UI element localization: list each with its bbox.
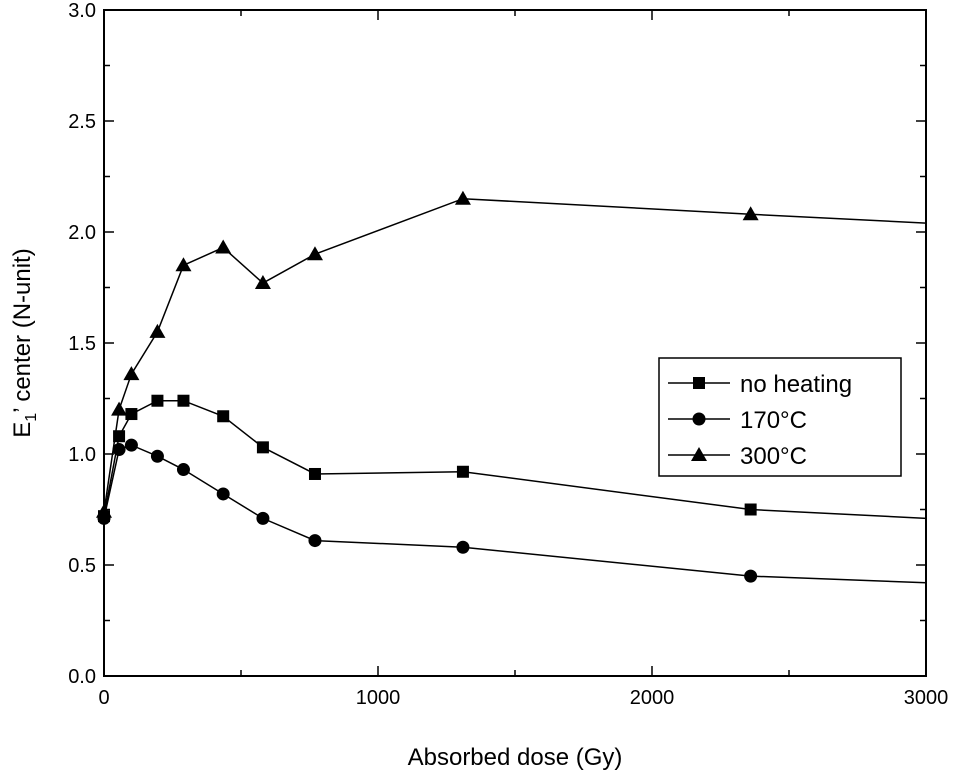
series-3	[96, 190, 927, 518]
legend: no heating 170°C 300°C	[658, 357, 902, 477]
legend-label: 170°C	[740, 407, 807, 434]
legend-item: no heating	[668, 371, 852, 398]
plot-frame	[103, 9, 927, 677]
data-point	[123, 366, 140, 381]
axis-ticks	[103, 9, 927, 677]
data-point	[149, 323, 166, 338]
y-tick-label: 1.5	[68, 333, 96, 355]
data-point	[454, 190, 471, 205]
y-tick-label: 0.5	[68, 555, 96, 577]
y-axis-label-sub: 1	[23, 413, 40, 422]
data-point	[256, 441, 269, 454]
y-axis-label-group: E1’ center (N-unit)	[9, 248, 40, 437]
data-point	[456, 540, 470, 554]
legend-label: no heating	[740, 371, 852, 398]
data-point	[175, 257, 192, 272]
y-axis-label-rest: ’ center (N-unit)	[9, 248, 36, 412]
data-point	[306, 246, 323, 261]
data-point	[217, 410, 230, 423]
data-point	[456, 465, 469, 478]
legend-item: 170°C	[668, 407, 807, 434]
y-tick-label: 1.0	[68, 444, 96, 466]
legend-marker	[692, 412, 706, 426]
x-tick-label: 3000	[904, 687, 949, 709]
y-tick-label: 2.5	[68, 111, 96, 133]
data-point	[150, 449, 164, 463]
data-point	[112, 443, 126, 457]
data-series	[96, 190, 927, 584]
y-tick-label: 3.0	[68, 0, 96, 22]
data-point	[177, 394, 190, 407]
data-point	[308, 534, 322, 548]
data-point	[124, 438, 138, 452]
data-point	[254, 275, 271, 290]
data-point	[151, 394, 164, 407]
data-point	[216, 487, 230, 501]
y-tick-label: 0.0	[68, 666, 96, 688]
data-point	[308, 467, 321, 480]
x-tick-label: 2000	[630, 687, 675, 709]
data-point	[111, 401, 128, 416]
data-point	[742, 206, 759, 221]
y-axis-label-main: E	[9, 422, 36, 438]
x-axis-label: Absorbed dose (Gy)	[408, 744, 623, 771]
data-point	[256, 511, 270, 525]
data-point	[96, 503, 112, 518]
data-point	[176, 463, 190, 477]
data-point	[744, 569, 758, 583]
data-point	[125, 408, 138, 421]
legend-marker	[691, 447, 707, 461]
data-point	[215, 239, 232, 254]
x-tick-label: 1000	[356, 687, 401, 709]
y-axis-label: E1’ center (N-unit)	[9, 248, 40, 437]
legend-item: 300°C	[668, 443, 807, 470]
tick-labels: 0 1000 2000 3000 0.0 0.5 1.0 1.5 2.0 2.5 3.0	[68, 0, 948, 709]
series-2	[97, 438, 927, 584]
legend-items: no heating 170°C 300°C	[668, 371, 852, 470]
legend-marker	[693, 377, 705, 389]
legend-label: 300°C	[740, 443, 807, 470]
data-point	[744, 503, 757, 516]
y-tick-label: 2.0	[68, 222, 96, 244]
x-tick-label: 0	[98, 687, 109, 709]
series-1	[98, 394, 927, 523]
